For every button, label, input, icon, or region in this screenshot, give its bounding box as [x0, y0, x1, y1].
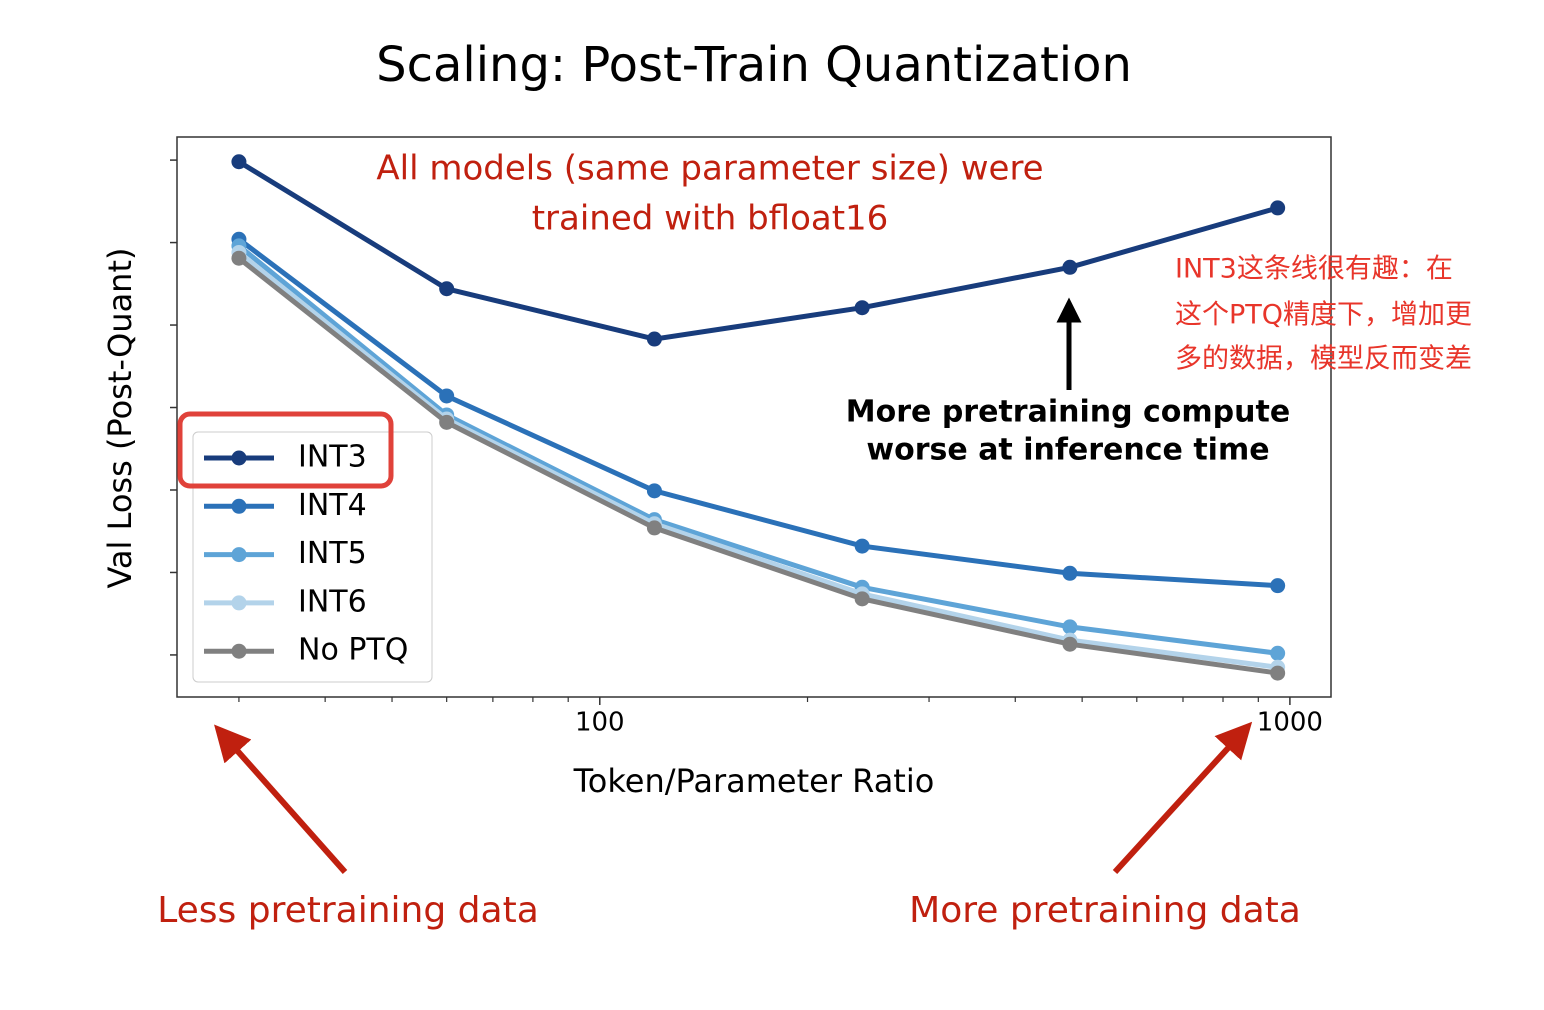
- data-point: [439, 388, 455, 404]
- highlight-box: [177, 411, 394, 489]
- chart-title: Scaling: Post-Train Quantization: [376, 37, 1132, 93]
- legend-box: [192, 431, 433, 683]
- annotation: trained with bfloat16: [532, 199, 889, 239]
- annotation: Less pretraining data: [157, 890, 539, 931]
- x-tick-label: 1000: [1257, 708, 1323, 738]
- note: INT3这条线很有趣：在: [1175, 254, 1453, 285]
- data-point: [1270, 645, 1286, 661]
- data-point: [646, 483, 662, 499]
- data-point: [854, 300, 870, 316]
- arrow: [214, 724, 348, 874]
- plot-frame: [176, 136, 1332, 698]
- y-axis-label: Val Loss (Post-Quant): [101, 248, 139, 589]
- legend-label: INT6: [298, 584, 367, 619]
- data-point: [1062, 619, 1078, 635]
- data-point: [231, 250, 247, 266]
- data-point: [646, 331, 662, 347]
- data-point: [1270, 578, 1286, 594]
- legend-label: No PTQ: [298, 633, 408, 668]
- legend-marker: [231, 595, 247, 611]
- series-line: [237, 250, 1278, 670]
- legend-label: INT5: [298, 536, 367, 571]
- legend-marker: [231, 450, 247, 466]
- series-line: [237, 237, 1278, 589]
- data-point: [854, 538, 870, 554]
- annotation: worse at inference time: [866, 433, 1269, 468]
- series-line: [237, 256, 1279, 676]
- data-point: [646, 520, 662, 536]
- legend-marker: [231, 643, 247, 659]
- legend-marker: [231, 547, 247, 563]
- data-point: [1270, 665, 1286, 681]
- data-point: [439, 281, 455, 297]
- legend-label: INT4: [298, 488, 367, 523]
- data-point: [1062, 636, 1078, 652]
- data-point: [1062, 565, 1078, 581]
- series-line: [237, 243, 1278, 656]
- annotation: More pretraining compute: [846, 395, 1290, 430]
- data-point: [854, 591, 870, 607]
- data-point: [439, 414, 455, 430]
- data-point: [1270, 200, 1286, 216]
- annotation: All models (same parameter size) were: [376, 149, 1043, 189]
- series-line: [237, 159, 1279, 342]
- legend-label: INT3: [298, 440, 367, 475]
- x-axis-label: Token/Parameter Ratio: [573, 762, 935, 800]
- data-point: [231, 154, 247, 170]
- arrow: [1112, 721, 1253, 875]
- x-tick-label: 100: [575, 708, 625, 738]
- note: 多的数据，模型反而变差: [1175, 344, 1472, 375]
- legend-marker: [231, 498, 247, 514]
- annotation: More pretraining data: [909, 890, 1301, 931]
- data-point: [1062, 259, 1078, 275]
- note: 这个PTQ精度下，增加更: [1175, 300, 1472, 331]
